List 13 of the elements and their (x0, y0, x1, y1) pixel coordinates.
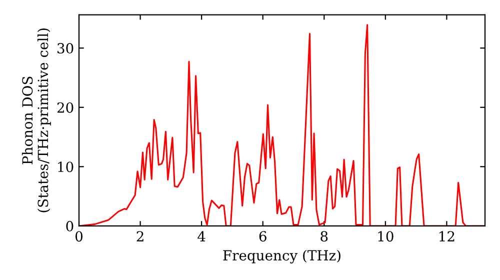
x-tick-label: 0 (75, 231, 82, 242)
y-tick-label: 30 (58, 43, 74, 54)
x-tick-label: 6 (259, 231, 266, 242)
y-tick-label: 10 (58, 162, 74, 172)
x-tick-label: 8 (320, 231, 328, 242)
y-axis-title: Phonon DOS (States/THz·primitive cell) (22, 28, 51, 212)
x-tick-label: 4 (198, 231, 206, 242)
y-tick-label: 20 (57, 102, 74, 113)
x-axis-title: Frequency (THz) (223, 250, 340, 264)
y-tick-label: 0 (66, 220, 74, 232)
x-tick-label: 2 (136, 231, 144, 242)
x-tick-label: 10 (378, 231, 394, 242)
x-tick-label: 12 (440, 231, 454, 242)
